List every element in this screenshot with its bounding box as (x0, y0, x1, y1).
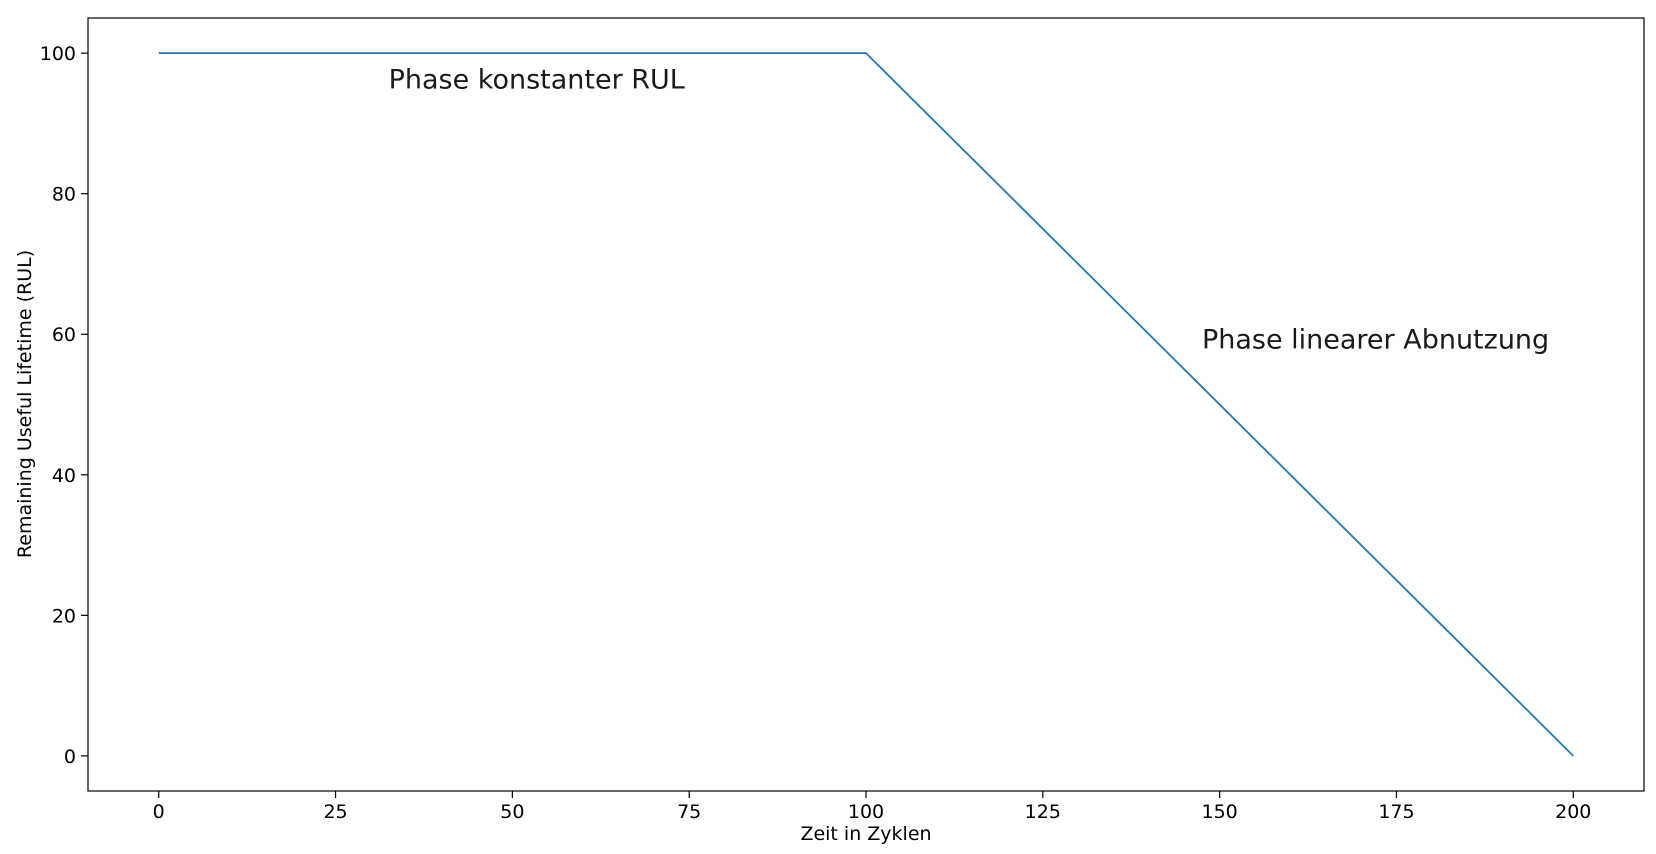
y-axis-ticks: 0 20 40 60 80 100 (40, 43, 88, 768)
annotations: Phase konstanter RUL Phase linearer Abnut… (389, 64, 1550, 355)
x-tick-label: 75 (677, 801, 701, 823)
y-axis-label: Remaining Useful Lifetime (RUL) (14, 250, 36, 558)
phase-annotation: Phase linearer Abnutzung (1202, 324, 1549, 355)
x-axis-ticks: 0 25 50 75 100 125 150 175 200 (153, 791, 1591, 823)
x-axis-label: Zeit in Zyklen (800, 823, 931, 845)
x-tick-label: 0 (153, 801, 165, 823)
y-tick-label: 40 (52, 465, 76, 487)
x-tick-label: 125 (1025, 801, 1061, 823)
plot-frame (87, 17, 1645, 792)
x-tick-label: 50 (500, 801, 524, 823)
y-tick-label: 0 (64, 746, 76, 768)
y-tick-label: 60 (52, 324, 76, 346)
y-tick-label: 100 (40, 43, 76, 65)
x-tick-label: 200 (1555, 801, 1591, 823)
plot-area (158, 52, 1574, 757)
x-tick-label: 175 (1378, 801, 1414, 823)
y-tick-label: 80 (52, 184, 76, 206)
x-tick-label: 150 (1202, 801, 1238, 823)
x-tick-label: 100 (848, 801, 884, 823)
rul-series-line (158, 52, 1574, 757)
y-tick-label: 20 (52, 605, 76, 627)
phase-annotation: Phase konstanter RUL (389, 64, 685, 95)
x-tick-label: 25 (323, 801, 347, 823)
